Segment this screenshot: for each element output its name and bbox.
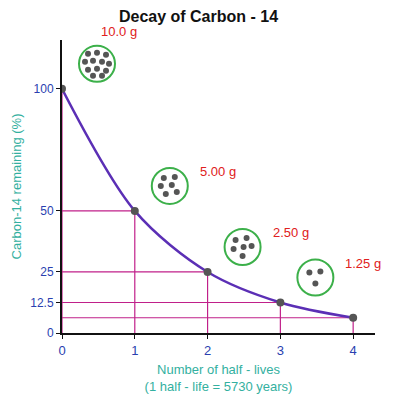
svg-text:2.50 g: 2.50 g	[273, 225, 309, 240]
svg-text:Carbon-14 remaining (%): Carbon-14 remaining (%)	[9, 114, 24, 260]
svg-text:12.5: 12.5	[30, 296, 54, 310]
svg-text:0: 0	[58, 343, 65, 358]
svg-text:4: 4	[350, 343, 357, 358]
svg-text:0: 0	[47, 326, 54, 340]
svg-text:25: 25	[40, 265, 54, 279]
svg-text:10.0 g: 10.0 g	[101, 24, 137, 39]
svg-text:2: 2	[204, 343, 211, 358]
svg-text:50: 50	[40, 204, 54, 218]
svg-text:3: 3	[277, 343, 284, 358]
svg-text:100: 100	[34, 82, 54, 96]
svg-text:1: 1	[131, 343, 138, 358]
svg-text:Decay of Carbon - 14: Decay of Carbon - 14	[119, 8, 278, 25]
svg-text:1.25 g: 1.25 g	[345, 256, 381, 271]
svg-text:Number of half - lives(1 half: Number of half - lives(1 half - life = 5…	[145, 362, 293, 394]
svg-text:5.00 g: 5.00 g	[200, 164, 236, 179]
